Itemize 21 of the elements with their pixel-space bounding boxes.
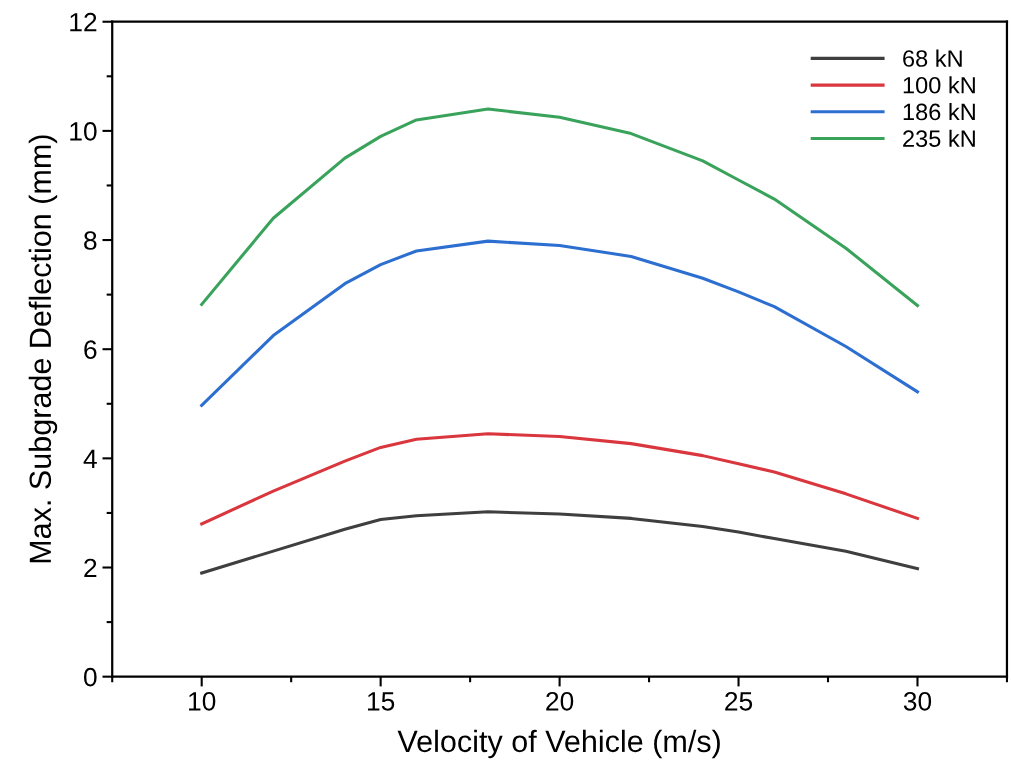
line-series — [200, 432, 920, 526]
y-tick-label: 4 — [83, 449, 97, 468]
y-tick-label: 8 — [84, 231, 97, 250]
legend-label: 100 kN — [903, 76, 975, 94]
x-tick-label: 30 — [903, 691, 932, 711]
y-tick-label: 10 — [70, 122, 97, 141]
legend-label: 235 kN — [903, 129, 975, 148]
x-tick-label: 25 — [725, 691, 753, 711]
legend-label: 68 kN — [903, 49, 962, 67]
x-tick-label: 20 — [546, 691, 574, 711]
x-tick-label: 10 — [189, 691, 216, 711]
line-series — [200, 510, 920, 575]
y-tick-label: 0 — [83, 667, 97, 687]
legend-label: 186 kN — [903, 102, 975, 121]
y-tick-label: 6 — [84, 340, 97, 360]
y-tick-label: 2 — [84, 558, 97, 578]
y-axis-title: Max. Subgrade Deflection (mm) — [28, 135, 58, 563]
y-tick-label: 12 — [70, 12, 97, 32]
line-series — [200, 239, 920, 407]
x-tick-label: 15 — [367, 692, 395, 711]
x-axis-title: Velocity of Vehicle (m/s) — [397, 729, 720, 759]
